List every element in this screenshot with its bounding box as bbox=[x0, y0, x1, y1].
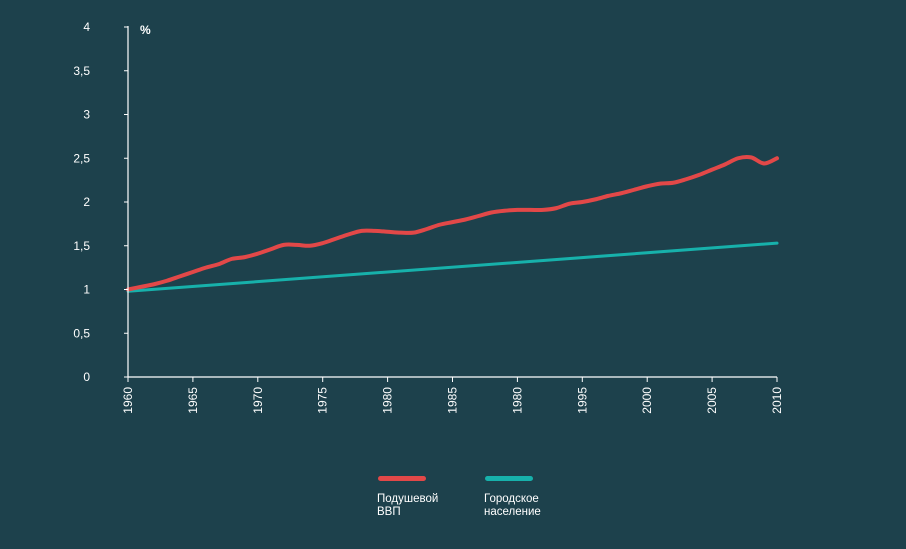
x-tick-label: 2010 bbox=[770, 387, 784, 414]
y-tick-label: 0,5 bbox=[73, 326, 90, 340]
legend-swatch-urban bbox=[485, 476, 533, 481]
x-tick-label: 1965 bbox=[186, 387, 200, 414]
legend-swatch-gdp bbox=[378, 476, 426, 481]
legend-label-urban: Городское население bbox=[484, 493, 541, 518]
x-tick-label: 1980 bbox=[381, 387, 395, 414]
x-tick-label: 1985 bbox=[446, 387, 460, 414]
y-tick-label: 2 bbox=[83, 195, 90, 209]
legend: Подушевой ВВП Городское население bbox=[0, 476, 906, 536]
series-line-gdp bbox=[126, 154, 779, 292]
x-tick-label: 1970 bbox=[251, 387, 265, 414]
x-tick-label: 2000 bbox=[640, 387, 654, 414]
x-tick-label: 1960 bbox=[121, 387, 135, 414]
y-tick-label: 3 bbox=[83, 108, 90, 122]
x-tick-label: 2005 bbox=[705, 387, 719, 414]
x-tick-label: 1980 bbox=[510, 387, 524, 414]
x-tick-label: 1975 bbox=[316, 387, 330, 414]
y-tick-label: 1,5 bbox=[73, 239, 90, 253]
legend-label-gdp: Подушевой ВВП bbox=[377, 493, 439, 518]
series-line-urban bbox=[126, 241, 779, 293]
x-tick-label: 1995 bbox=[575, 387, 589, 414]
y-tick-label: 0 bbox=[83, 370, 90, 384]
y-tick-label: 4 bbox=[83, 20, 90, 34]
legend-item-urban: Городское население bbox=[484, 476, 604, 519]
y-tick-label: 2,5 bbox=[73, 151, 90, 165]
legend-item-gdp: Подушевой ВВП bbox=[377, 476, 497, 519]
unit-label: % bbox=[140, 23, 151, 37]
y-tick-label: 1 bbox=[83, 283, 90, 297]
y-tick-label: 3,5 bbox=[73, 64, 90, 78]
